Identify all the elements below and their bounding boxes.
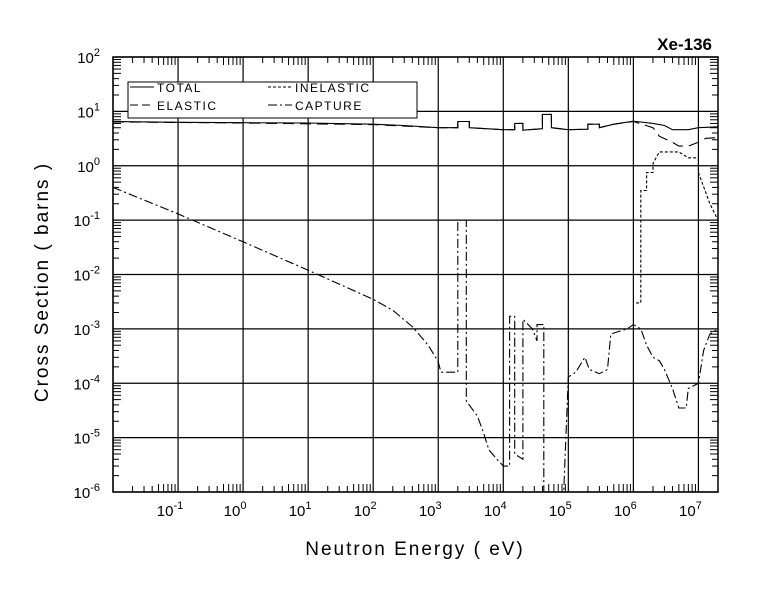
legend-label-capture: CAPTURE xyxy=(295,99,363,113)
y-tick-label: 10-2 xyxy=(74,265,100,285)
x-tick-label: 106 xyxy=(614,500,637,520)
y-tick-label: 10-6 xyxy=(74,482,100,502)
x-axis-label: Neutron Energy ( eV) xyxy=(305,539,525,560)
y-tick-label: 10-4 xyxy=(74,373,100,393)
y-tick-label: 101 xyxy=(77,101,100,121)
axis-ticks xyxy=(113,57,718,492)
legend-label-inelastic: INELASTIC xyxy=(295,81,371,95)
y-tick-label: 10-1 xyxy=(74,210,100,230)
series-capture xyxy=(113,186,718,492)
x-tick-label: 107 xyxy=(679,500,702,520)
series-elastic xyxy=(113,113,718,147)
y-tick-label: 10-5 xyxy=(74,428,100,448)
y-axis-label: Cross Section ( barns ) xyxy=(32,162,53,402)
chart-title: Xe-136 xyxy=(657,35,712,54)
legend-label-total: TOTAL xyxy=(157,81,202,95)
x-tick-label: 100 xyxy=(224,500,247,520)
x-tick-label: 101 xyxy=(289,500,312,520)
x-tick-label: 104 xyxy=(484,500,507,520)
y-tick-labels: 10-6 10-5 10-4 10-3 10-2 10-1 100 101 102 xyxy=(74,47,100,502)
x-tick-label: 103 xyxy=(419,500,442,520)
x-tick-label: 102 xyxy=(354,500,377,520)
series-inelastic xyxy=(636,151,718,304)
x-tick-labels: 10-1 100 101 102 103 104 105 106 107 xyxy=(157,500,702,520)
legend: TOTAL ELASTIC INELASTIC CAPTURE xyxy=(127,81,418,119)
x-tick-label: 10-1 xyxy=(157,500,183,520)
x-tick-label: 105 xyxy=(549,500,572,520)
series-total xyxy=(113,113,718,131)
y-tick-label: 10-3 xyxy=(74,319,100,339)
legend-label-elastic: ELASTIC xyxy=(157,99,218,113)
series-group xyxy=(113,113,718,492)
y-tick-label: 102 xyxy=(77,47,100,67)
plot-frame xyxy=(112,56,719,493)
y-tick-label: 100 xyxy=(77,156,100,176)
